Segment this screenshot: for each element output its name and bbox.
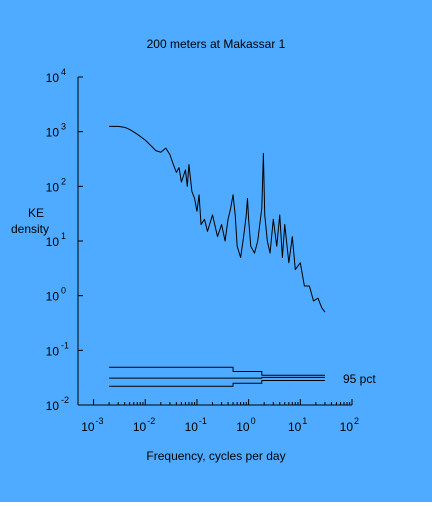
x-tick-exponent: 1 <box>302 416 307 426</box>
x-tick-label: 10 <box>288 420 302 434</box>
y-tick-exponent: 4 <box>61 67 66 77</box>
y-tick-exponent: -1 <box>61 340 69 350</box>
y-tick-label: 10 <box>46 126 60 140</box>
x-tick-label: 10 <box>340 420 354 434</box>
x-tick-exponent: 2 <box>354 416 359 426</box>
y-tick-label: 10 <box>46 290 60 304</box>
x-tick-label: 10 <box>185 420 199 434</box>
x-tick-exponent: -2 <box>147 416 155 426</box>
x-tick-label: 10 <box>236 420 250 434</box>
confidence-line <box>109 380 325 387</box>
y-tick-label: 10 <box>46 235 60 249</box>
annotation: 95 pct <box>343 372 376 386</box>
y-tick-exponent: 2 <box>61 176 66 186</box>
x-axis-label: Frequency, cycles per day <box>146 449 285 463</box>
y-axis-label: KE <box>28 206 44 220</box>
y-tick-exponent: 0 <box>61 286 66 296</box>
x-tick-exponent: 0 <box>251 416 256 426</box>
x-tick-exponent: -3 <box>96 416 104 426</box>
y-tick-label: 10 <box>46 180 60 194</box>
y-tick-label: 10 <box>46 399 60 413</box>
y-tick-exponent: 3 <box>61 122 66 132</box>
spectrum-line <box>109 125 326 313</box>
x-tick-label: 10 <box>81 420 95 434</box>
y-tick-label: 10 <box>46 344 60 358</box>
confidence-line <box>109 366 325 376</box>
y-tick-exponent: 1 <box>61 231 66 241</box>
y-axis-label: density <box>11 222 49 236</box>
x-tick-label: 10 <box>133 420 147 434</box>
y-tick-label: 10 <box>46 71 60 85</box>
x-tick-exponent: -1 <box>199 416 207 426</box>
chart-title: 200 meters at Makassar 1 <box>147 37 286 51</box>
confidence-line <box>109 376 325 379</box>
y-tick-exponent: -2 <box>61 395 69 405</box>
